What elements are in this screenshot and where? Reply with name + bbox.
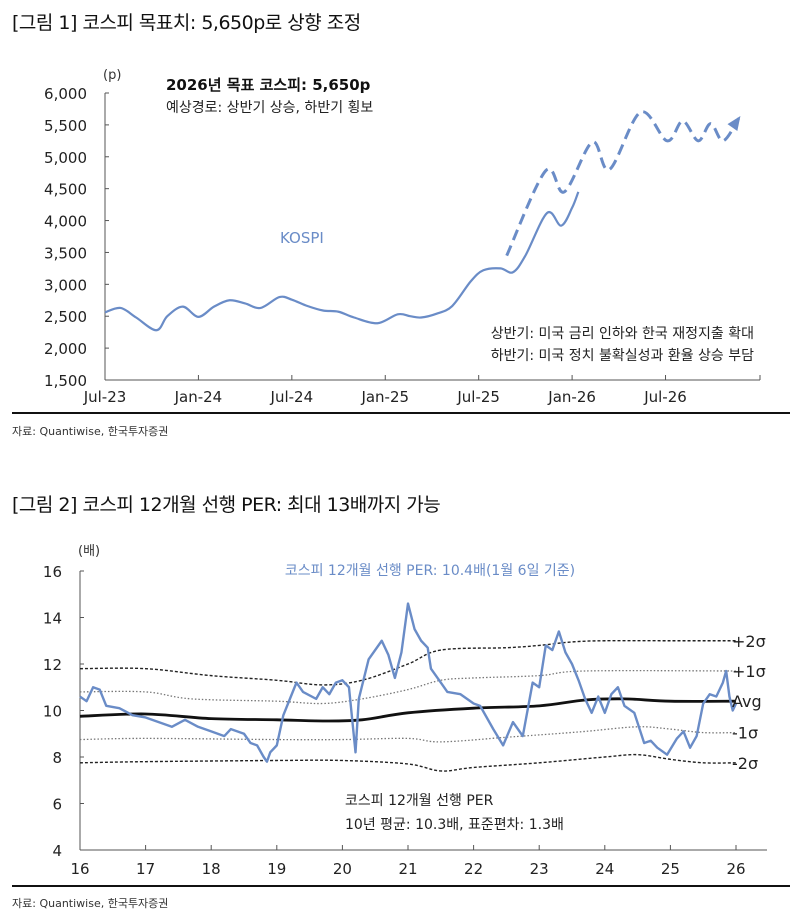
x-tick-label: 26 bbox=[726, 860, 745, 878]
x-tick-label: Jul-23 bbox=[83, 388, 127, 406]
band-label: -2σ bbox=[732, 754, 758, 773]
band-line-minus2sigma bbox=[79, 753, 737, 772]
figure2-source: 자료: Quantiwise, 한국투자증권 bbox=[12, 897, 169, 910]
x-tick-label: 22 bbox=[464, 860, 483, 878]
annotation-h2: 하반기: 미국 정치 불확실성과 환율 상승 부담 bbox=[491, 348, 754, 364]
annotation-path: 예상경로: 상반기 상승, 하반기 횡보 bbox=[166, 100, 373, 116]
y-tick-label: 16 bbox=[43, 563, 62, 581]
x-tick-label: Jul-25 bbox=[456, 388, 500, 406]
y-tick-label: 1,500 bbox=[44, 372, 87, 390]
band-line-plus2sigma bbox=[79, 639, 736, 686]
figure1-source: 자료: Quantiwise, 한국투자증권 bbox=[12, 425, 169, 438]
band-label: +1σ bbox=[732, 662, 766, 681]
band-label: +2σ bbox=[732, 632, 766, 651]
y-tick-label: 12 bbox=[43, 656, 62, 674]
figure2-title: [그림 2] 코스피 12개월 선행 PER: 최대 13배까지 가능 bbox=[12, 494, 441, 516]
band-line-minus1sigma bbox=[79, 726, 737, 743]
y-tick-label: 4 bbox=[52, 842, 62, 860]
y-tick-label: 14 bbox=[43, 610, 62, 628]
x-tick-label: 25 bbox=[661, 860, 680, 878]
annotation-label: 코스피 12개월 선행 PER bbox=[345, 793, 494, 809]
annotation-target: 2026년 목표 코스피: 5,650p bbox=[166, 76, 371, 94]
y-tick-label: 6,000 bbox=[44, 85, 87, 103]
forecast-line bbox=[505, 110, 740, 257]
y-tick-label: 8 bbox=[52, 749, 62, 767]
x-tick-label: Jan-25 bbox=[360, 388, 409, 406]
y-unit-label: (배) bbox=[78, 544, 100, 559]
annotation-h1: 상반기: 미국 금리 인하와 한국 재정지출 확대 bbox=[491, 326, 754, 342]
x-tick-label: Jul-26 bbox=[643, 388, 687, 406]
y-tick-label: 10 bbox=[43, 703, 62, 721]
band-line-avg bbox=[79, 697, 737, 723]
figure1-title: [그림 1] 코스피 목표치: 5,650p로 상향 조정 bbox=[12, 12, 361, 34]
annotation-stats: 10년 평균: 10.3배, 표준편차: 1.3배 bbox=[345, 817, 564, 833]
y-tick-label: 3,000 bbox=[44, 276, 87, 294]
y-tick-label: 2,000 bbox=[44, 340, 87, 358]
x-tick-label: 18 bbox=[202, 860, 221, 878]
x-tick-label: Jan-26 bbox=[547, 388, 596, 406]
x-tick-label: 20 bbox=[333, 860, 352, 878]
y-tick-label: 6 bbox=[52, 796, 62, 814]
x-tick-label: 21 bbox=[398, 860, 417, 878]
y-tick-label: 4,000 bbox=[44, 213, 87, 231]
series-label-kospi: KOSPI bbox=[280, 229, 324, 247]
y-unit-label: (p) bbox=[103, 68, 121, 83]
x-tick-label: 19 bbox=[267, 860, 286, 878]
per-line bbox=[79, 602, 738, 763]
y-tick-label: 5,000 bbox=[44, 149, 87, 167]
band-label: -1σ bbox=[732, 724, 758, 743]
x-tick-label: Jan-24 bbox=[174, 388, 223, 406]
x-tick-label: Jul-24 bbox=[270, 388, 314, 406]
kospi-line bbox=[104, 191, 580, 332]
x-tick-label: 24 bbox=[595, 860, 614, 878]
x-tick-label: 16 bbox=[70, 860, 89, 878]
x-tick-label: 17 bbox=[136, 860, 155, 878]
x-tick-label: 23 bbox=[530, 860, 549, 878]
divider bbox=[12, 885, 790, 887]
y-tick-label: 5,500 bbox=[44, 117, 87, 135]
y-tick-label: 4,500 bbox=[44, 181, 87, 199]
arrowhead-icon bbox=[727, 116, 741, 131]
chart-title: 코스피 12개월 선행 PER: 10.4배(1월 6일 기준) bbox=[285, 563, 575, 579]
y-tick-label: 3,500 bbox=[44, 244, 87, 262]
band-line-plus1sigma bbox=[79, 669, 737, 705]
divider bbox=[12, 412, 790, 414]
band-label: Avg bbox=[732, 692, 762, 711]
y-tick-label: 2,500 bbox=[44, 308, 87, 326]
